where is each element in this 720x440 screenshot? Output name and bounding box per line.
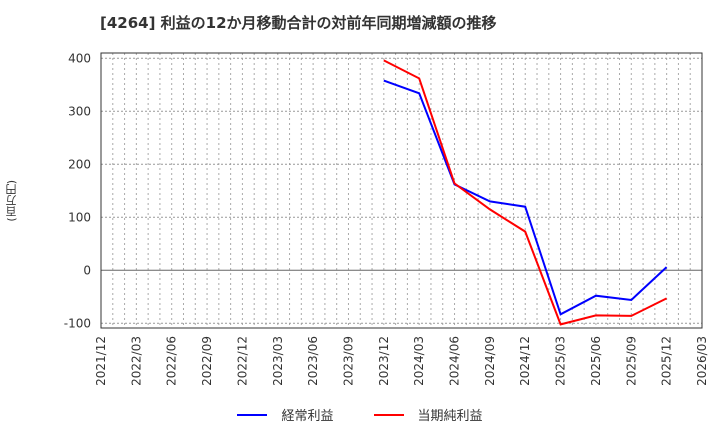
x-tick-label: 2023/12 bbox=[377, 336, 391, 386]
y-tick-label: 100 bbox=[68, 210, 91, 224]
x-tick-label: 2024/12 bbox=[518, 336, 532, 386]
x-tick-label: 2023/03 bbox=[271, 336, 285, 386]
y-tick-label: 300 bbox=[68, 104, 91, 118]
x-tick-label: 2021/12 bbox=[94, 336, 108, 386]
legend-item-net-profit: 当期純利益 bbox=[373, 405, 483, 424]
y-tick-label: 200 bbox=[68, 157, 91, 171]
legend: 経常利益 当期純利益 bbox=[0, 405, 720, 424]
legend-label: 経常利益 bbox=[281, 409, 334, 424]
series-line bbox=[383, 79, 668, 316]
legend-label: 当期純利益 bbox=[417, 409, 483, 424]
series-line bbox=[383, 59, 668, 326]
x-tick-label: 2025/09 bbox=[624, 336, 638, 386]
plot-frame bbox=[100, 52, 703, 329]
x-tick-label: 2023/06 bbox=[306, 336, 320, 386]
chart-title: [4264] 利益の12か月移動合計の対前年同期増減額の推移 bbox=[100, 14, 497, 32]
x-tick-label: 2023/09 bbox=[341, 336, 355, 386]
legend-swatch-red bbox=[373, 413, 404, 416]
x-tick-label: 2025/12 bbox=[660, 336, 674, 386]
x-tick-label: 2022/12 bbox=[235, 336, 249, 386]
legend-item-ordinary-profit: 経常利益 bbox=[237, 405, 334, 424]
x-tick-label: 2025/06 bbox=[589, 336, 603, 386]
x-tick-label: 2026/03 bbox=[695, 336, 709, 386]
x-tick-label: 2024/06 bbox=[448, 336, 462, 386]
x-tick-label: 2022/03 bbox=[129, 336, 143, 386]
x-tick-label: 2024/03 bbox=[412, 336, 426, 386]
y-tick-label: 400 bbox=[68, 51, 91, 65]
y-tick-label: 0 bbox=[83, 263, 91, 277]
x-tick-label: 2024/09 bbox=[483, 336, 497, 386]
y-tick-label: -100 bbox=[64, 316, 91, 330]
x-tick-label: 2022/06 bbox=[165, 336, 179, 386]
x-tick-label: 2025/03 bbox=[554, 336, 568, 386]
x-tick-label: 2022/09 bbox=[200, 336, 214, 386]
legend-swatch-blue bbox=[237, 413, 268, 416]
